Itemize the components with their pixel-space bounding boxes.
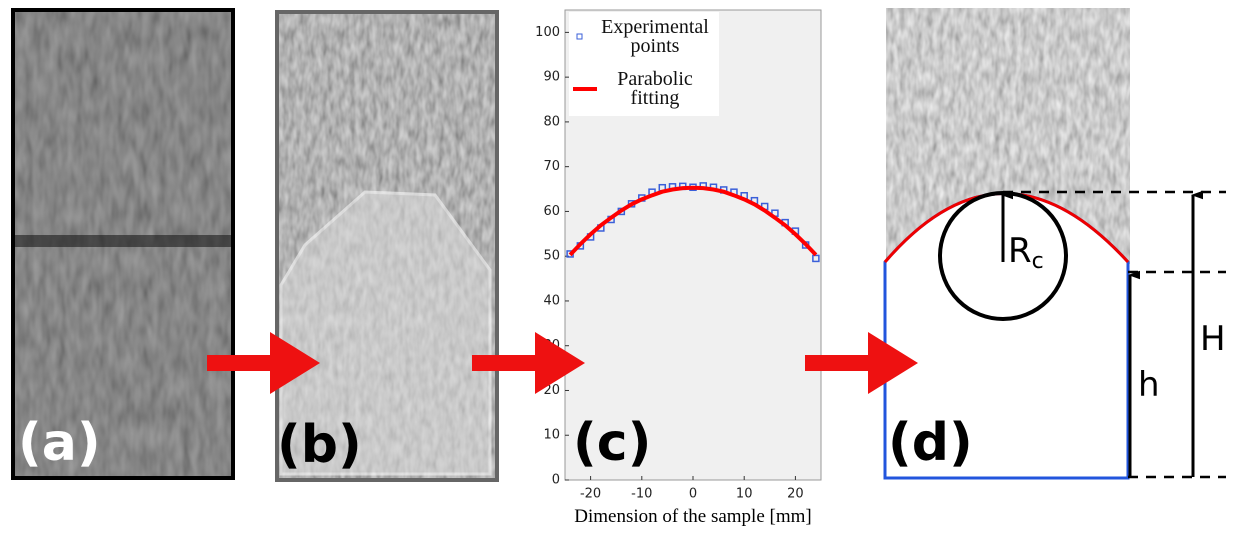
fit-line: [568, 185, 818, 257]
flow-arrow: [207, 332, 320, 394]
legend-label: Experimental points: [601, 18, 709, 57]
flow-arrow: [805, 332, 918, 394]
panel-a-band: [15, 235, 231, 247]
H-label: H: [1200, 319, 1226, 359]
legend-label: Parabolic fitting: [617, 70, 693, 109]
chart: 0102030405060708090100-20-1001020Experim…: [535, 9, 822, 502]
panel-label: (d): [888, 413, 973, 473]
legend-entry: Experimental points: [601, 18, 709, 57]
x-tick-label: 20: [787, 487, 804, 502]
flow-arrow: [472, 332, 585, 394]
x-tick-label: -10: [631, 487, 652, 502]
y-tick-label: 90: [543, 70, 560, 85]
panel-label: (b): [277, 415, 362, 475]
h-label: h: [1138, 365, 1160, 405]
radius-label: Rc: [1008, 231, 1044, 274]
y-tick-label: 100: [535, 25, 560, 40]
y-tick-label: 50: [543, 249, 560, 264]
legend-entry: Parabolic fitting: [617, 70, 693, 109]
legend-box: [569, 12, 719, 116]
data-point: [812, 254, 820, 263]
y-tick-label: 0: [552, 473, 560, 488]
y-tick-label: 20: [543, 383, 560, 398]
x-tick-label: -20: [580, 487, 601, 502]
y-tick-label: 70: [543, 159, 560, 174]
y-tick-label: 80: [543, 114, 560, 129]
y-tick-label: 60: [543, 204, 560, 219]
x-tick-label: 0: [689, 487, 697, 502]
radius-symbol: R: [1008, 231, 1032, 271]
x-tick-label: 10: [736, 487, 753, 502]
legend-marker: [576, 33, 583, 40]
panel-label: (c): [573, 413, 651, 473]
y-tick-label: 10: [543, 428, 560, 443]
panel-b-outline: [279, 190, 492, 476]
y-tick-label: 40: [543, 293, 560, 308]
radius-subscript: c: [1032, 249, 1044, 274]
x-axis-label: Dimension of the sample [mm]: [574, 506, 811, 527]
panel-label: (a): [18, 413, 101, 473]
